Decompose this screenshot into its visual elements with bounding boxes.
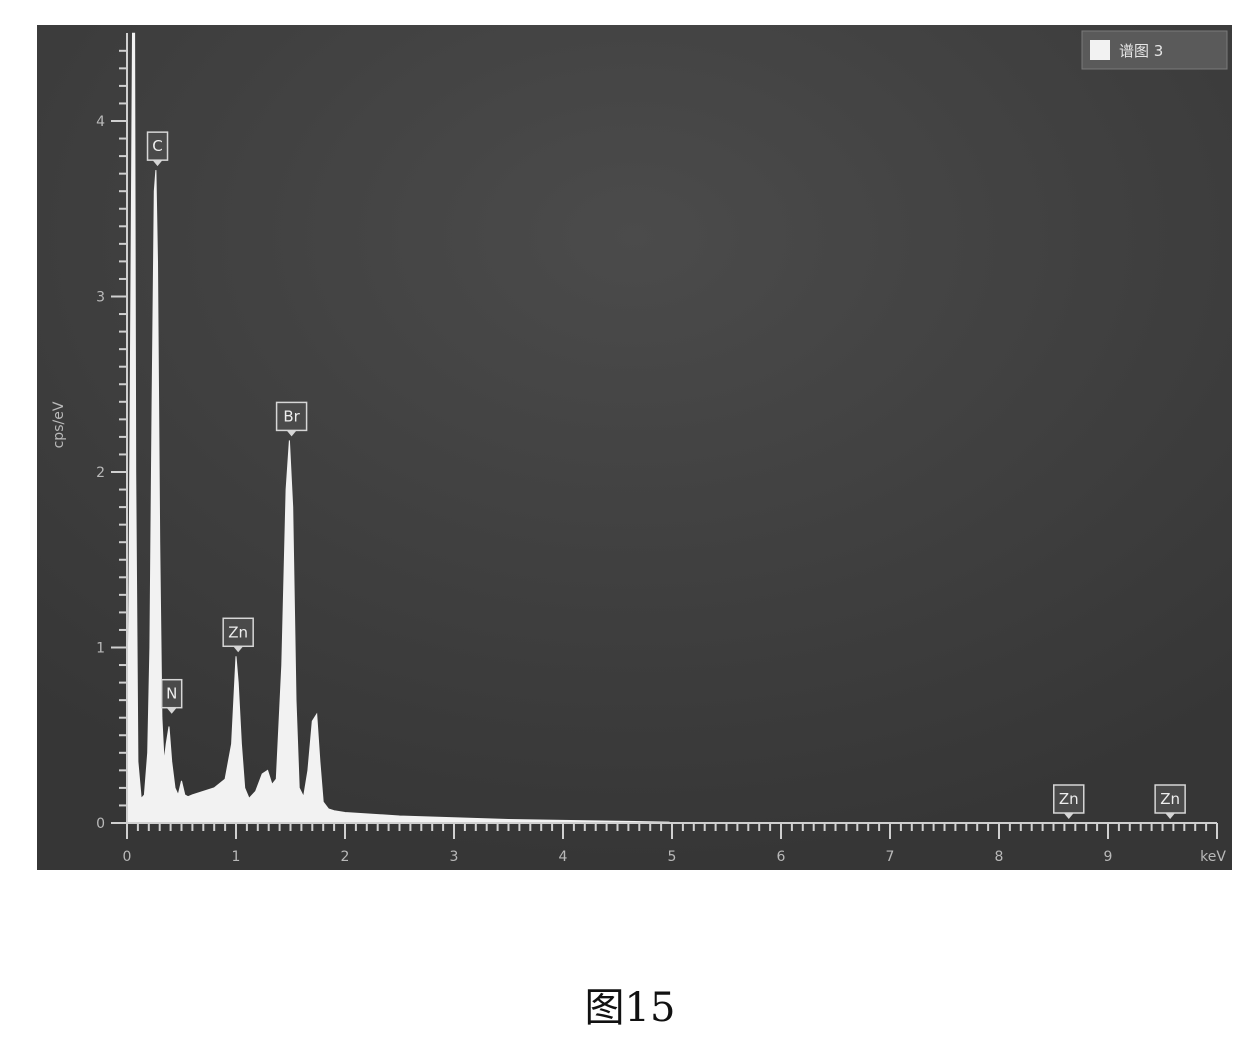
x-tick-label: 7	[886, 849, 895, 865]
x-tick-label: 2	[341, 849, 350, 865]
peak-label-pointer	[286, 430, 297, 437]
y-tick-label: 0	[96, 816, 105, 832]
y-tick-label: 2	[96, 465, 105, 481]
peak-label-pointer	[1063, 813, 1074, 819]
eds-spectrum-chart: 0 1 2 3 4 5 6 7 8 9 0 1 2 3 4 C N Zn Br Zn Zn cps/eV keV 谱图…	[37, 25, 1232, 870]
peak-label-layer: C N Zn Br Zn Zn	[146, 131, 1186, 819]
peak-label-c: C	[146, 131, 169, 167]
peak-label-zn: Zn	[1053, 784, 1085, 819]
x-tick-label: 0	[123, 849, 132, 865]
peak-label-text: Br	[283, 407, 300, 425]
peak-label-zn: Zn	[222, 617, 254, 653]
figure-caption: 图15	[584, 985, 676, 1031]
peak-label-pointer	[1165, 813, 1176, 819]
axis-layer: 0 1 2 3 4 5 6 7 8 9 0 1 2 3 4	[96, 33, 1218, 865]
x-axis-unit-label: keV	[1200, 849, 1226, 865]
x-tick-label: 1	[232, 849, 241, 865]
spectrum-series-0	[126, 32, 673, 824]
legend-label: 谱图 3	[1119, 42, 1163, 60]
y-tick-label: 3	[96, 290, 105, 306]
x-tick-label: 9	[1104, 849, 1113, 865]
x-tick-label: 3	[450, 849, 459, 865]
y-tick-label: 4	[96, 114, 105, 130]
peak-label-text: N	[166, 685, 177, 703]
peak-label-text: Zn	[1059, 790, 1079, 808]
y-tick-label: 1	[96, 641, 105, 657]
plot-background	[37, 25, 1232, 870]
peak-label-pointer	[166, 707, 177, 714]
peak-label-text: C	[152, 137, 162, 155]
x-tick-label: 4	[559, 849, 568, 865]
x-tick-label: 6	[777, 849, 786, 865]
peak-label-box	[275, 401, 308, 432]
legend-swatch	[1090, 40, 1110, 60]
peak-label-text: Zn	[228, 623, 248, 641]
y-axis-label: cps/eV	[51, 401, 67, 448]
peak-label-n: N	[160, 678, 183, 714]
peak-label-text: Zn	[1160, 790, 1180, 808]
x-tick-label: 5	[668, 849, 677, 865]
spectrum-area-layer	[126, 32, 673, 824]
peak-label-pointer	[233, 646, 244, 653]
peak-label-br: Br	[275, 401, 308, 437]
x-tick-label: 8	[995, 849, 1004, 865]
peak-label-box	[222, 617, 254, 648]
legend: 谱图 3	[1081, 30, 1228, 70]
spectrum-svg: 0 1 2 3 4 5 6 7 8 9 0 1 2 3 4 C N Zn Br Zn Zn cps/eV keV 谱图…	[37, 25, 1232, 870]
peak-label-pointer	[152, 160, 163, 167]
peak-label-zn: Zn	[1154, 784, 1186, 819]
peak-label-box	[1154, 784, 1186, 814]
peak-label-box	[1053, 784, 1085, 814]
